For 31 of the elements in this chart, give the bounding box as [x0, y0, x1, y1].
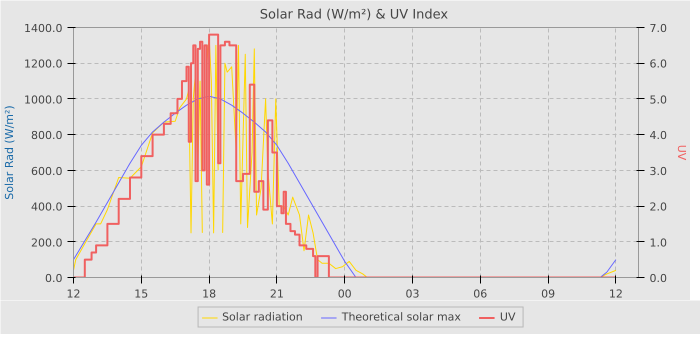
legend-label: UV — [500, 310, 516, 324]
x-tick-label: 12 — [66, 288, 80, 300]
y-tick-label: 800.0 — [31, 129, 63, 142]
y2-tick-label: 2.0 — [650, 200, 667, 214]
legend-label: Solar radiation — [222, 310, 303, 324]
legend-label: Theoretical solar max — [342, 310, 461, 324]
y2-tick-label: 7.0 — [650, 22, 667, 35]
x-tick-label: 00 — [338, 288, 352, 300]
x-tick-label: 06 — [473, 288, 488, 300]
x-tick-label: 03 — [406, 288, 420, 300]
y2-axis-title: UV — [674, 144, 688, 161]
y-tick-label: 600.0 — [31, 164, 63, 178]
x-tick-label: 18 — [202, 288, 216, 300]
x-tick-label: 09 — [541, 288, 556, 300]
y-tick-label: 0.0 — [45, 272, 63, 285]
y2-tick-label: 5.0 — [650, 93, 667, 106]
y2-tick-label: 3.0 — [650, 164, 667, 178]
y2-tick-label: 4.0 — [650, 129, 667, 142]
y2-tick-label: 0.0 — [650, 272, 667, 285]
y-tick-label: 400.0 — [31, 200, 63, 214]
y-tick-label: 200.0 — [31, 236, 63, 250]
y2-tick-label: 1.0 — [650, 236, 667, 250]
y2-tick-label: 6.0 — [650, 58, 667, 71]
x-tick-label: 21 — [270, 288, 284, 300]
y-axis-title: Solar Rad (W/m²) — [3, 105, 16, 200]
x-tick-label: 12 — [608, 288, 623, 300]
y-tick-label: 1400.0 — [24, 22, 63, 35]
chart-title: Solar Rad (W/m²) & UV Index — [260, 8, 448, 22]
y-tick-label: 1200.0 — [24, 58, 63, 71]
x-tick-label: 15 — [134, 288, 148, 300]
y-tick-label: 1000.0 — [24, 93, 63, 106]
